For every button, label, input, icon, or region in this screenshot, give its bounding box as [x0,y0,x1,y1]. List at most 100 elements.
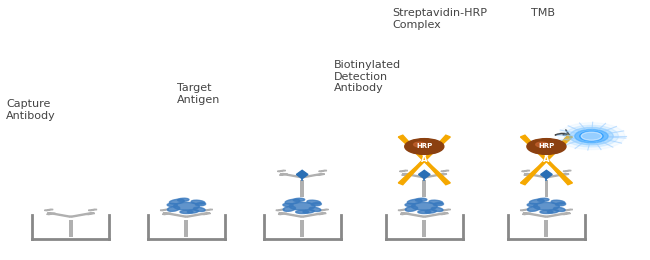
Ellipse shape [538,198,549,202]
Polygon shape [317,174,325,175]
Polygon shape [204,209,213,211]
Bar [300,180,304,197]
Polygon shape [422,213,448,217]
Polygon shape [545,173,569,178]
Ellipse shape [293,198,305,202]
Ellipse shape [553,207,565,211]
Ellipse shape [311,203,321,206]
Ellipse shape [309,207,321,211]
Ellipse shape [283,206,296,211]
Bar [185,220,188,237]
Polygon shape [185,213,210,217]
Polygon shape [88,209,97,211]
Bar [69,220,73,237]
Polygon shape [47,213,72,217]
Polygon shape [318,170,327,172]
Polygon shape [562,213,571,214]
Circle shape [405,139,444,154]
Ellipse shape [527,203,538,206]
Polygon shape [439,174,447,175]
Circle shape [527,139,566,154]
Text: A: A [543,155,550,164]
Polygon shape [320,209,328,211]
Polygon shape [398,209,407,211]
Ellipse shape [556,203,566,206]
Polygon shape [86,213,95,214]
Bar [545,220,549,237]
Polygon shape [402,174,410,175]
Polygon shape [442,209,450,211]
Polygon shape [47,213,55,214]
Ellipse shape [551,200,565,204]
Polygon shape [317,213,326,214]
Ellipse shape [196,203,205,206]
Ellipse shape [187,210,198,213]
Ellipse shape [529,199,544,204]
Text: Streptavidin-HRP
Complex: Streptavidin-HRP Complex [392,9,487,30]
Polygon shape [301,213,326,217]
Polygon shape [423,173,447,178]
Ellipse shape [547,210,558,213]
Circle shape [581,132,602,140]
Polygon shape [278,170,285,172]
Polygon shape [296,170,308,179]
Polygon shape [522,170,530,172]
Bar [422,180,426,197]
Polygon shape [278,213,287,214]
Polygon shape [441,170,449,172]
Polygon shape [541,170,552,179]
Polygon shape [402,173,426,178]
Polygon shape [160,209,169,211]
Ellipse shape [425,210,436,213]
Ellipse shape [527,206,540,211]
Ellipse shape [285,199,300,204]
Ellipse shape [534,203,559,210]
Polygon shape [162,213,171,214]
Polygon shape [523,213,531,214]
Ellipse shape [167,203,177,206]
Text: HRP: HRP [538,144,554,150]
Circle shape [536,142,547,147]
Polygon shape [419,170,430,179]
Bar [300,220,304,237]
Circle shape [575,129,608,143]
Ellipse shape [170,199,184,204]
Polygon shape [521,135,573,185]
Text: Capture
Antibody: Capture Antibody [6,99,56,121]
Polygon shape [439,213,448,214]
Ellipse shape [180,210,193,213]
Text: TMB: TMB [531,9,555,18]
Ellipse shape [289,203,315,210]
Ellipse shape [191,200,205,204]
Ellipse shape [283,203,293,206]
Polygon shape [202,213,211,214]
Ellipse shape [432,207,443,211]
Ellipse shape [303,210,314,213]
Ellipse shape [429,200,443,204]
Polygon shape [401,213,426,217]
Polygon shape [400,213,409,214]
Polygon shape [163,213,188,217]
Text: Target
Antigen: Target Antigen [177,83,220,105]
Ellipse shape [174,203,200,210]
Ellipse shape [405,203,415,206]
Text: A: A [421,155,428,164]
Polygon shape [280,173,304,178]
Polygon shape [301,173,324,178]
Polygon shape [276,209,285,211]
Bar [545,180,549,197]
Polygon shape [523,213,548,217]
Polygon shape [520,209,529,211]
Polygon shape [44,209,53,211]
Polygon shape [400,170,408,172]
Ellipse shape [177,198,189,202]
Circle shape [580,132,603,141]
Polygon shape [279,213,304,217]
Polygon shape [280,174,288,175]
Polygon shape [561,174,569,175]
Ellipse shape [411,203,437,210]
Polygon shape [398,135,450,185]
Ellipse shape [415,198,427,202]
Polygon shape [521,135,573,185]
Ellipse shape [418,210,431,213]
